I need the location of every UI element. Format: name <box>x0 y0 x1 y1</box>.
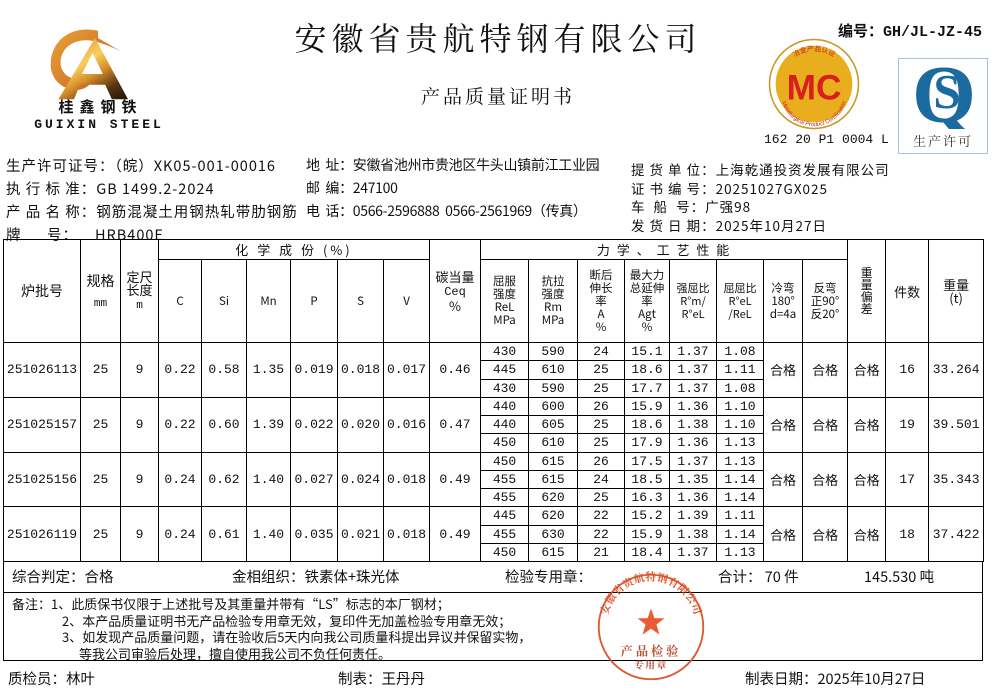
svg-text:S: S <box>933 64 960 119</box>
svg-text:MC: MC <box>787 68 842 107</box>
svg-text:专用章: 专用章 <box>634 657 668 671</box>
